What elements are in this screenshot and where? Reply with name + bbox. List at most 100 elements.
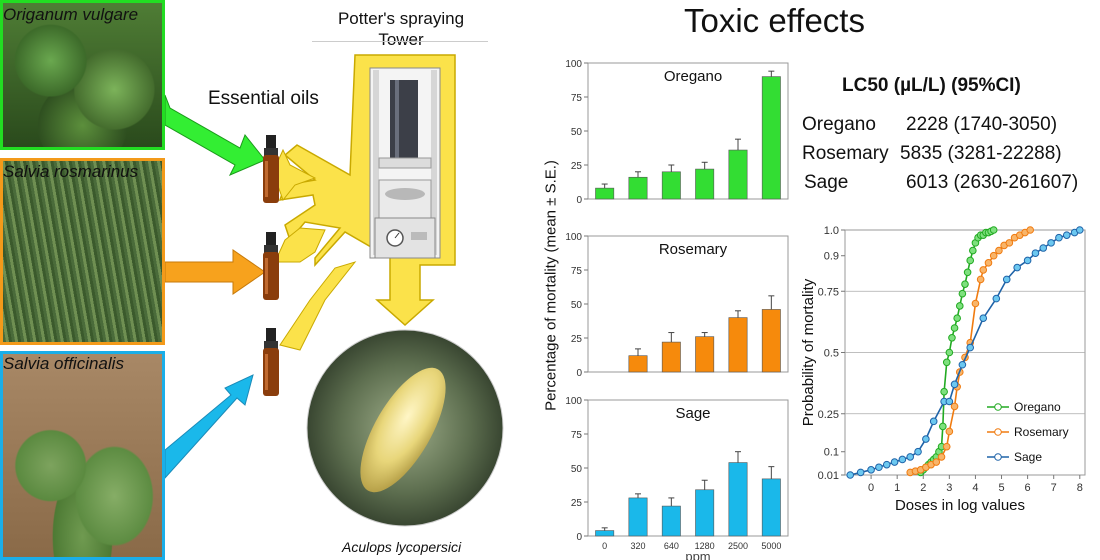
y-tick-label: 0.75 [818,286,839,298]
data-point [1005,239,1014,247]
y-tick-label: 25 [571,161,583,172]
tower-label: Potter's spraying Tower [312,8,490,50]
lc50-row-value: 5835 (3281-22288) [900,143,1062,164]
oregano-photo [0,0,165,150]
data-point [945,427,954,436]
x-tick-label: 320 [630,541,645,551]
chart-title: Rosemary [659,241,728,258]
mite-photo [306,329,504,527]
lc50-row: Oregano 2228 (1740-3050) [802,110,1078,139]
data-point [979,266,988,274]
arrow-rosemary-to-bottle [165,249,266,295]
y-tick-label: 0.1 [824,447,839,459]
data-point [969,246,977,255]
y-tick-label: 0 [576,368,582,379]
data-point [963,268,972,277]
data-point [875,463,883,472]
y-tick-label: 0 [576,532,582,543]
data-point [989,251,998,260]
bar [661,171,681,200]
x-axis-label: Doses in log values [895,497,1025,514]
plant-label-sage: Salvia officinalis [3,354,124,373]
bar-chart-oregano: 0 25 50 75 100 Oregano [565,59,789,206]
x-tick-label: 2500 [728,541,748,551]
legend-label: Oregano [1014,400,1061,414]
data-point [966,343,975,352]
y-tick-label: 25 [571,498,583,509]
lc50-row: Sage 6013 (2630-261607) [802,168,1078,197]
data-point [922,435,930,443]
data-point [937,453,946,461]
legend-marker [994,403,1002,411]
data-point [958,360,967,369]
data-point [929,417,938,426]
data-point [1013,263,1021,272]
legend-label: Sage [1014,450,1042,464]
x-tick-label: 7 [1051,482,1057,494]
y-tick-label: 0.9 [824,251,839,263]
x-tick-label: 0 [868,482,874,494]
data-point [955,302,964,310]
sage-photo [0,351,165,560]
data-point [856,468,865,477]
x-tick-label: 640 [664,541,679,551]
y-tick-label: 0.01 [818,470,839,482]
chart-title: Sage [675,405,710,422]
y-tick-label: 75 [571,93,583,104]
data-point [914,447,922,456]
y-tick-label: 100 [565,396,582,407]
lc50-table: Oregano 2228 (1740-3050) Rosemary 5835 (32… [802,110,1078,197]
chart-title: Oregano [664,68,722,85]
plot-frame [587,399,789,537]
x-tick-label: 5000 [761,541,781,551]
data-point [939,422,947,431]
data-point [953,314,961,322]
x-tick-label: 8 [1077,482,1083,494]
data-point [989,226,998,234]
data-point [1075,226,1084,234]
x-tick-label: 0 [602,541,607,551]
bar [695,168,715,200]
x-tick-label: 2 [920,482,926,494]
y-axis-label: Probability of mortality [800,278,817,426]
lc50-row-name: Rosemary [802,143,889,164]
lc50-title: LC50 (µL/L) (95%CI) [842,75,1021,96]
process-diagram [165,54,504,527]
bar [628,497,648,537]
toxic-effects-title: Toxic effects [684,2,865,39]
bar [695,336,715,373]
bar [628,176,648,200]
tower-label-line1: Potter's spraying [337,9,465,28]
x-tick-label: 4 [972,482,978,494]
data-point [1023,256,1032,265]
data-point [942,442,951,451]
bar [695,489,715,537]
data-point [945,397,954,406]
bar [595,530,615,537]
x-axis-label: ppm [685,549,710,560]
y-tick-label: 75 [571,430,583,441]
bar [728,149,748,200]
y-tick-label: 1.0 [824,225,839,237]
bar [728,317,748,373]
data-point [984,259,993,267]
data-point [961,280,969,288]
y-tick-label: 0.5 [824,348,839,360]
data-point [966,256,975,265]
plot-frame [587,235,789,373]
data-point [1026,226,1035,234]
data-point [945,348,954,357]
data-point [906,453,915,461]
y-tick-label: 50 [571,464,583,475]
y-tick-label: 0 [576,195,582,206]
data-point [979,314,988,322]
bottle-icon [263,328,279,396]
data-point [958,289,967,298]
data-point [940,387,948,396]
y-tick-label: 25 [571,334,583,345]
data-point [932,458,941,466]
data-point [995,246,1003,255]
data-point [942,358,951,367]
bottle-icon [263,232,279,300]
plot-frame [587,62,789,200]
